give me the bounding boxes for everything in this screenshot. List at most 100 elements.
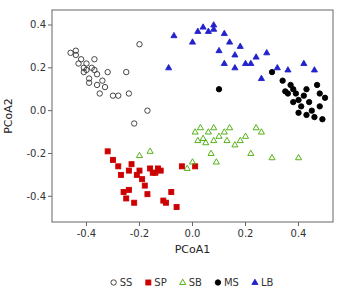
point (232, 65, 238, 70)
x-tick-label: -0.4 (77, 228, 97, 239)
x-tick (139, 222, 140, 226)
point (237, 43, 243, 48)
point (213, 159, 219, 164)
point (97, 91, 102, 96)
point (227, 39, 233, 44)
chart: -0.4-0.20.00.20.4-0.4-0.20.00.20.4PCoA1P… (0, 0, 343, 300)
point (296, 97, 301, 102)
point (298, 104, 303, 109)
legend-label: SP (154, 277, 166, 288)
legend-item: SS (111, 277, 132, 288)
point (145, 192, 150, 197)
x-tick (192, 222, 193, 226)
x-tick-label: -0.2 (130, 228, 150, 239)
point (116, 93, 121, 98)
point (221, 60, 227, 65)
point (311, 67, 317, 72)
point (189, 159, 195, 164)
point (227, 124, 233, 129)
point (110, 157, 115, 162)
point (304, 87, 309, 92)
legend-marker (111, 280, 116, 285)
plot-frame (52, 10, 333, 222)
point (169, 190, 174, 195)
legend-marker (252, 279, 258, 284)
point (314, 82, 319, 87)
series (136, 124, 301, 170)
point (116, 164, 121, 169)
point (258, 75, 264, 80)
point (304, 112, 309, 117)
point (285, 67, 291, 72)
point (166, 65, 172, 70)
point (296, 154, 302, 159)
point (171, 32, 177, 37)
x-tick (245, 222, 246, 226)
point (264, 50, 270, 55)
point (301, 93, 306, 98)
y-tick (48, 24, 52, 25)
point (129, 162, 134, 167)
point (285, 91, 290, 96)
point (242, 133, 248, 138)
point (216, 87, 221, 92)
point (253, 54, 259, 59)
point (274, 65, 280, 70)
point (137, 168, 142, 173)
legend-label: SB (189, 277, 202, 288)
point (163, 200, 168, 205)
series (216, 69, 327, 122)
legend-marker (146, 280, 151, 285)
point (92, 57, 97, 62)
point (105, 149, 110, 154)
point (258, 129, 264, 134)
point (216, 47, 222, 52)
point (124, 196, 129, 201)
legend-label: LB (261, 277, 274, 288)
point (118, 172, 123, 177)
y-tick-label: 0.4 (30, 19, 46, 30)
y-tick-label: -0.4 (26, 191, 46, 202)
point (248, 60, 254, 65)
point (84, 67, 89, 72)
point (68, 50, 73, 55)
legend-item: MS (215, 277, 239, 288)
point (211, 124, 217, 129)
point (248, 150, 254, 155)
series (166, 22, 318, 81)
point (280, 78, 285, 83)
point (232, 52, 238, 57)
point (322, 95, 327, 100)
legend: SS SP SB MS LB (111, 277, 274, 288)
point (147, 148, 153, 153)
point (100, 78, 105, 83)
point (193, 164, 198, 169)
point (126, 91, 131, 96)
y-tick-label: 0.2 (30, 62, 46, 73)
point (105, 69, 110, 74)
point (102, 84, 107, 89)
point (126, 168, 131, 173)
point (224, 137, 230, 142)
y-tick-label: -0.2 (26, 148, 46, 159)
points (68, 22, 328, 210)
point (94, 72, 99, 77)
point (317, 91, 322, 96)
point (189, 39, 195, 44)
x-tick (298, 222, 299, 226)
legend-item: SP (146, 277, 167, 288)
point (312, 114, 317, 119)
point (136, 152, 142, 157)
point (296, 110, 301, 115)
legend-label: SS (120, 277, 133, 288)
point (121, 190, 126, 195)
series (68, 42, 150, 127)
point (269, 154, 275, 159)
point (86, 80, 91, 85)
point (137, 42, 142, 47)
point (140, 177, 145, 182)
point (197, 124, 203, 129)
point (145, 108, 150, 113)
point (309, 108, 314, 113)
point (301, 60, 307, 65)
